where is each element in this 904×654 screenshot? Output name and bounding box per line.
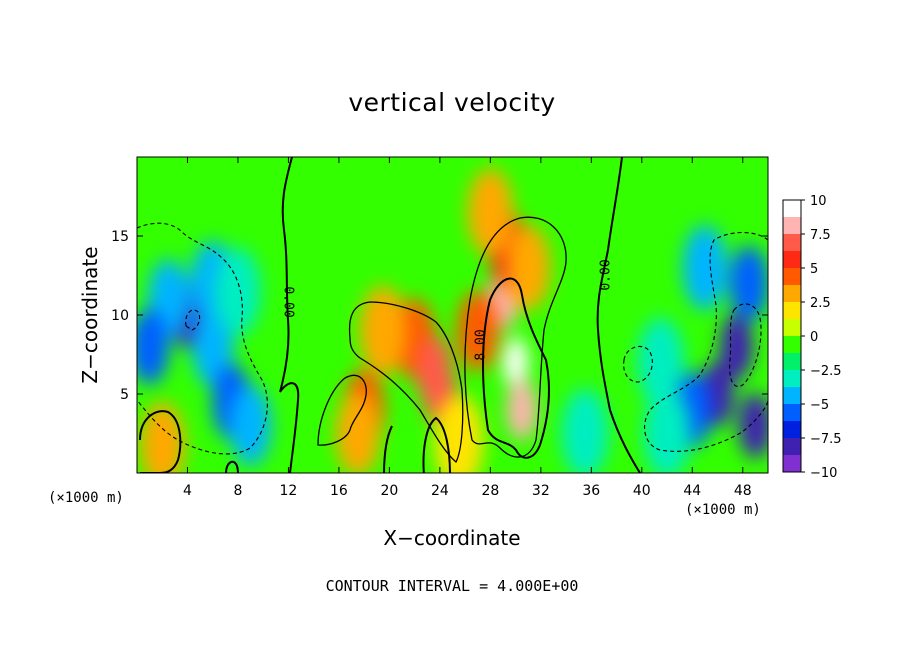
x-unit-right: (×1000 m) xyxy=(685,502,761,518)
x-tick-label: 32 xyxy=(532,483,550,499)
colorbar-swatch xyxy=(783,285,801,303)
field-blob xyxy=(140,402,185,473)
negative-contour-right xyxy=(644,231,768,452)
x-tick-label: 44 xyxy=(683,483,701,499)
field-blob xyxy=(229,385,272,466)
positive-contour-wing xyxy=(348,301,464,464)
field-blob xyxy=(467,168,514,256)
colorbar-swatch xyxy=(783,200,801,218)
colorbar-swatch xyxy=(783,336,801,354)
colorbar-tick-label: −7.5 xyxy=(810,432,842,447)
colorbar-tick-label: 0 xyxy=(810,330,818,345)
colorbar-swatch xyxy=(783,353,801,371)
field-blob xyxy=(503,337,529,388)
colorbar-swatch xyxy=(783,302,801,320)
positive-contour-8 xyxy=(482,277,550,459)
positive-contour-large xyxy=(464,216,567,458)
field-blob xyxy=(729,245,768,321)
field-blob xyxy=(506,225,551,311)
contour-interval-text: CONTOUR INTERVAL = 4.000E+00 xyxy=(325,577,579,595)
colorbar-tick-label: −10 xyxy=(810,466,837,481)
colorbar-tick-label: 10 xyxy=(810,194,827,209)
x-tick-label: 20 xyxy=(380,483,398,499)
x-tick-label: 48 xyxy=(734,483,752,499)
colorbar-swatch xyxy=(783,217,801,235)
field-blob xyxy=(506,379,538,441)
contour-label: 0.00 xyxy=(599,259,614,290)
negative-contour-left-inner xyxy=(185,309,201,331)
zero-contour-left xyxy=(279,157,300,473)
colorbar-swatch xyxy=(783,268,801,286)
x-axis-ticks: 4 8 12 16 20 24 28 32 36 40 44 48 xyxy=(183,157,752,499)
colorbar-swatch xyxy=(783,251,801,269)
x-tick-label: 16 xyxy=(330,483,348,499)
contour-labels: 0.00 8.00 0.00 xyxy=(281,259,614,360)
field-blob xyxy=(682,225,728,311)
field-blob xyxy=(433,394,484,473)
field-blob xyxy=(643,388,691,473)
colorbar-swatch xyxy=(783,455,801,473)
x-tick-label: 4 xyxy=(183,483,192,499)
x-axis-label: X−coordinate xyxy=(383,526,521,550)
field-blob xyxy=(738,392,768,459)
x-unit-left: (×1000 m) xyxy=(48,490,124,506)
colorbar-swatch xyxy=(783,234,801,252)
field-blob xyxy=(359,285,407,376)
colorbar-swatch xyxy=(783,387,801,405)
field-blob xyxy=(719,313,754,380)
colorbar-swatch xyxy=(783,421,801,439)
colorbar-tick-label: 5 xyxy=(810,262,818,277)
colorbar-swatch xyxy=(783,404,801,422)
negative-contour-right-inner xyxy=(729,303,762,387)
field-blob xyxy=(191,306,234,387)
colorbar-tick-label: −5 xyxy=(810,398,829,413)
colorbar: 10 7.5 5 2.5 0 −2.5 −5 −7.5 −10 xyxy=(782,194,842,481)
field-blob xyxy=(215,247,261,335)
y-tick-label: 10 xyxy=(111,308,129,324)
y-axis-ticks: 5 10 15 xyxy=(111,229,768,403)
contour-label: 8.00 xyxy=(474,329,489,360)
colorbar-swatch xyxy=(783,438,801,456)
field-blob xyxy=(637,317,685,408)
colorbar-tick-label: 7.5 xyxy=(810,228,831,243)
contour-label: 0.00 xyxy=(281,286,296,317)
y-tick-label: 5 xyxy=(120,387,129,403)
x-tick-label: 28 xyxy=(481,483,499,499)
field-blob xyxy=(561,388,609,473)
plot-area xyxy=(137,157,768,473)
x-tick-label: 8 xyxy=(233,483,242,499)
negative-contour-blob xyxy=(623,345,653,383)
chart-title: vertical velocity xyxy=(348,88,556,117)
y-axis-label: Z−coordinate xyxy=(78,246,102,384)
x-tick-label: 24 xyxy=(431,483,449,499)
colorbar-swatch xyxy=(783,370,801,388)
zero-contour-right xyxy=(596,157,641,473)
colorbar-tick-label: 2.5 xyxy=(810,296,831,311)
positive-contour-warm-left xyxy=(139,410,182,473)
field-blob xyxy=(335,391,381,473)
field-blob xyxy=(137,309,170,385)
negative-contour-left xyxy=(137,222,268,455)
contour-lines xyxy=(137,157,768,473)
x-tick-label: 40 xyxy=(633,483,651,499)
x-tick-label: 36 xyxy=(582,483,600,499)
y-tick-label: 15 xyxy=(111,229,129,245)
positive-contour-tongue xyxy=(383,416,451,473)
positive-contour-mid xyxy=(317,374,367,446)
x-tick-label: 12 xyxy=(280,483,298,499)
colorbar-swatch xyxy=(783,319,801,337)
colorbar-tick-label: −2.5 xyxy=(810,364,842,379)
